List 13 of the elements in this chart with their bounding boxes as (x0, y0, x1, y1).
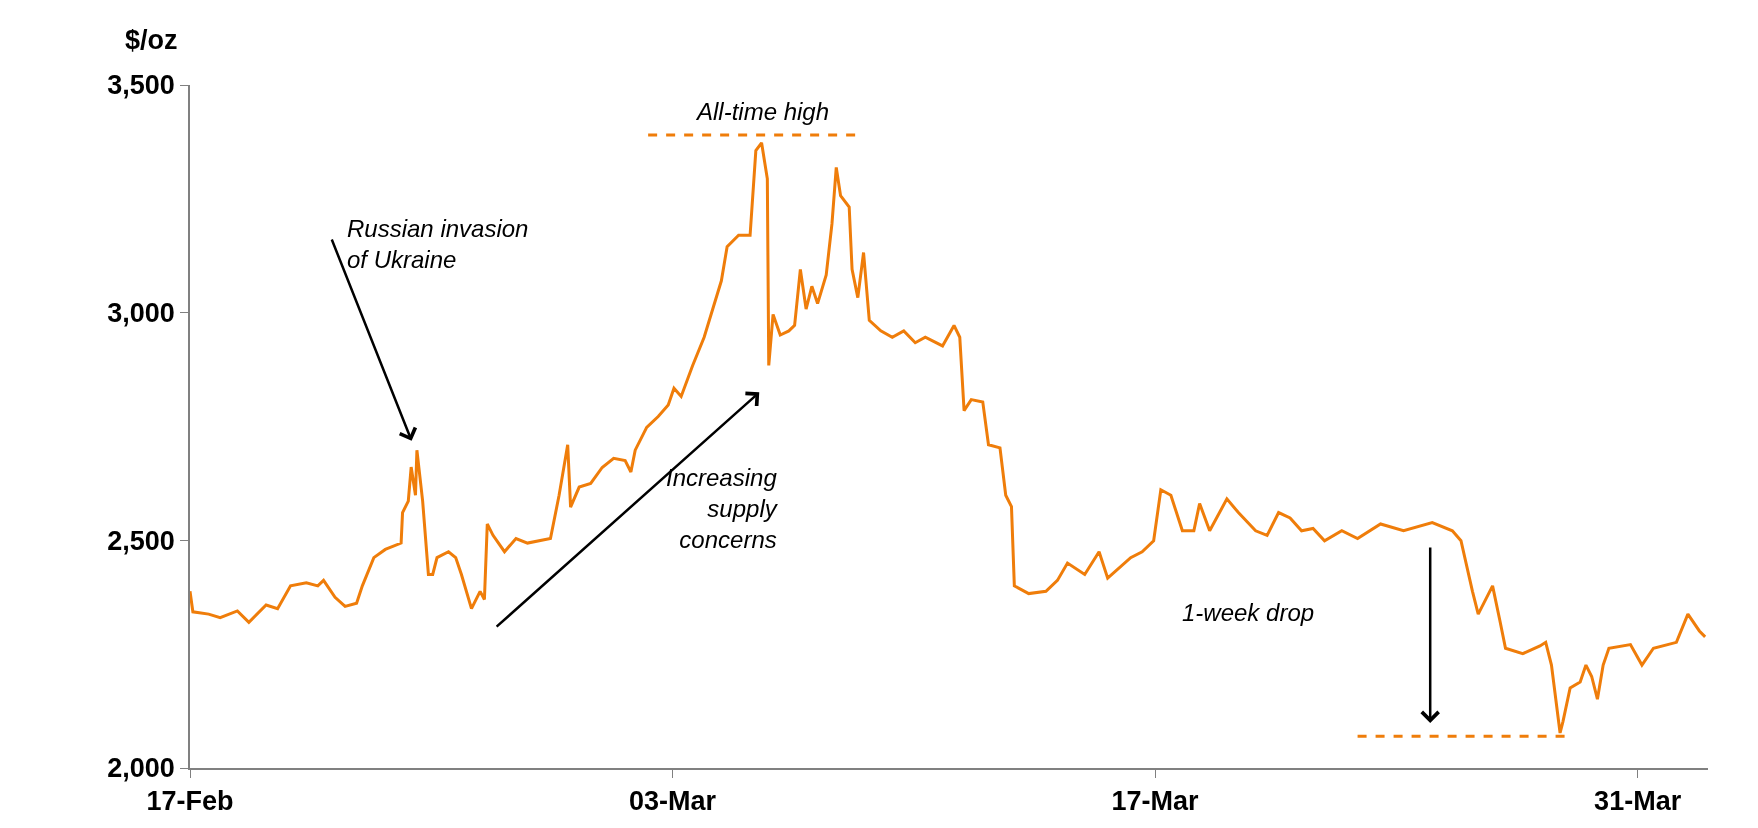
x-tick-label: 03-Mar (629, 786, 717, 817)
y-tick-label: 3,000 (107, 298, 175, 329)
y-tick-label: 2,000 (107, 753, 175, 784)
x-tick-label: 31-Mar (1594, 786, 1682, 817)
y-tick-label: 2,500 (107, 525, 175, 556)
x-tick-label: 17-Feb (146, 786, 234, 817)
annotation: Russian invasion of Ukraine (347, 215, 529, 274)
y-axis-title: $/oz (125, 25, 178, 55)
x-tick-label: 17-Mar (1111, 786, 1200, 817)
annotation: All-time high (695, 98, 830, 125)
y-tick-label: 3,500 (107, 70, 175, 101)
annotation: Increasing supply concerns (666, 464, 779, 554)
annotation: 1-week drop (1182, 599, 1315, 626)
